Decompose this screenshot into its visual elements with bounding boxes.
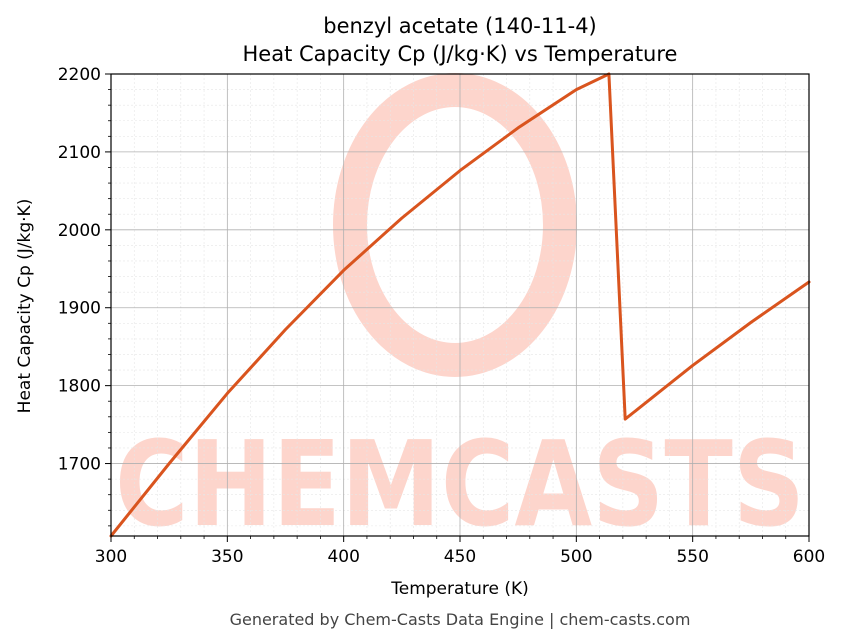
- series-layer: [109, 72, 811, 538]
- series-line: [109, 72, 811, 538]
- x-tick-label: 450: [444, 547, 476, 567]
- y-tick-label: 2200: [58, 65, 101, 85]
- x-tick-label: 600: [793, 547, 825, 567]
- footer-credit: Generated by Chem-Casts Data Engine | ch…: [230, 610, 691, 629]
- y-tick-label: 1700: [58, 455, 101, 475]
- x-tick-label: 550: [676, 547, 708, 567]
- x-tick-label: 350: [211, 547, 243, 567]
- y-tick-label: 1900: [58, 299, 101, 319]
- x-axis-label: Temperature (K): [390, 579, 529, 599]
- watermark-logo: [333, 73, 577, 377]
- chart-title: benzyl acetate (140-11-4): [323, 14, 597, 38]
- x-tick-label: 500: [560, 547, 592, 567]
- y-axis-label: Heat Capacity Cp (J/kg·K): [15, 199, 35, 414]
- y-tick-label: 2000: [58, 221, 101, 241]
- x-tick-label: 400: [327, 547, 359, 567]
- axis-ticks: 300 350 400 450 500 550 600 1700 1800 1900 2000 210…: [58, 65, 825, 567]
- chart-subtitle: Heat Capacity Cp (J/kg·K) vs Temperature: [243, 42, 678, 66]
- y-tick-label: 1800: [58, 377, 101, 397]
- x-tick-label: 300: [95, 547, 127, 567]
- y-tick-label: 2100: [58, 143, 101, 163]
